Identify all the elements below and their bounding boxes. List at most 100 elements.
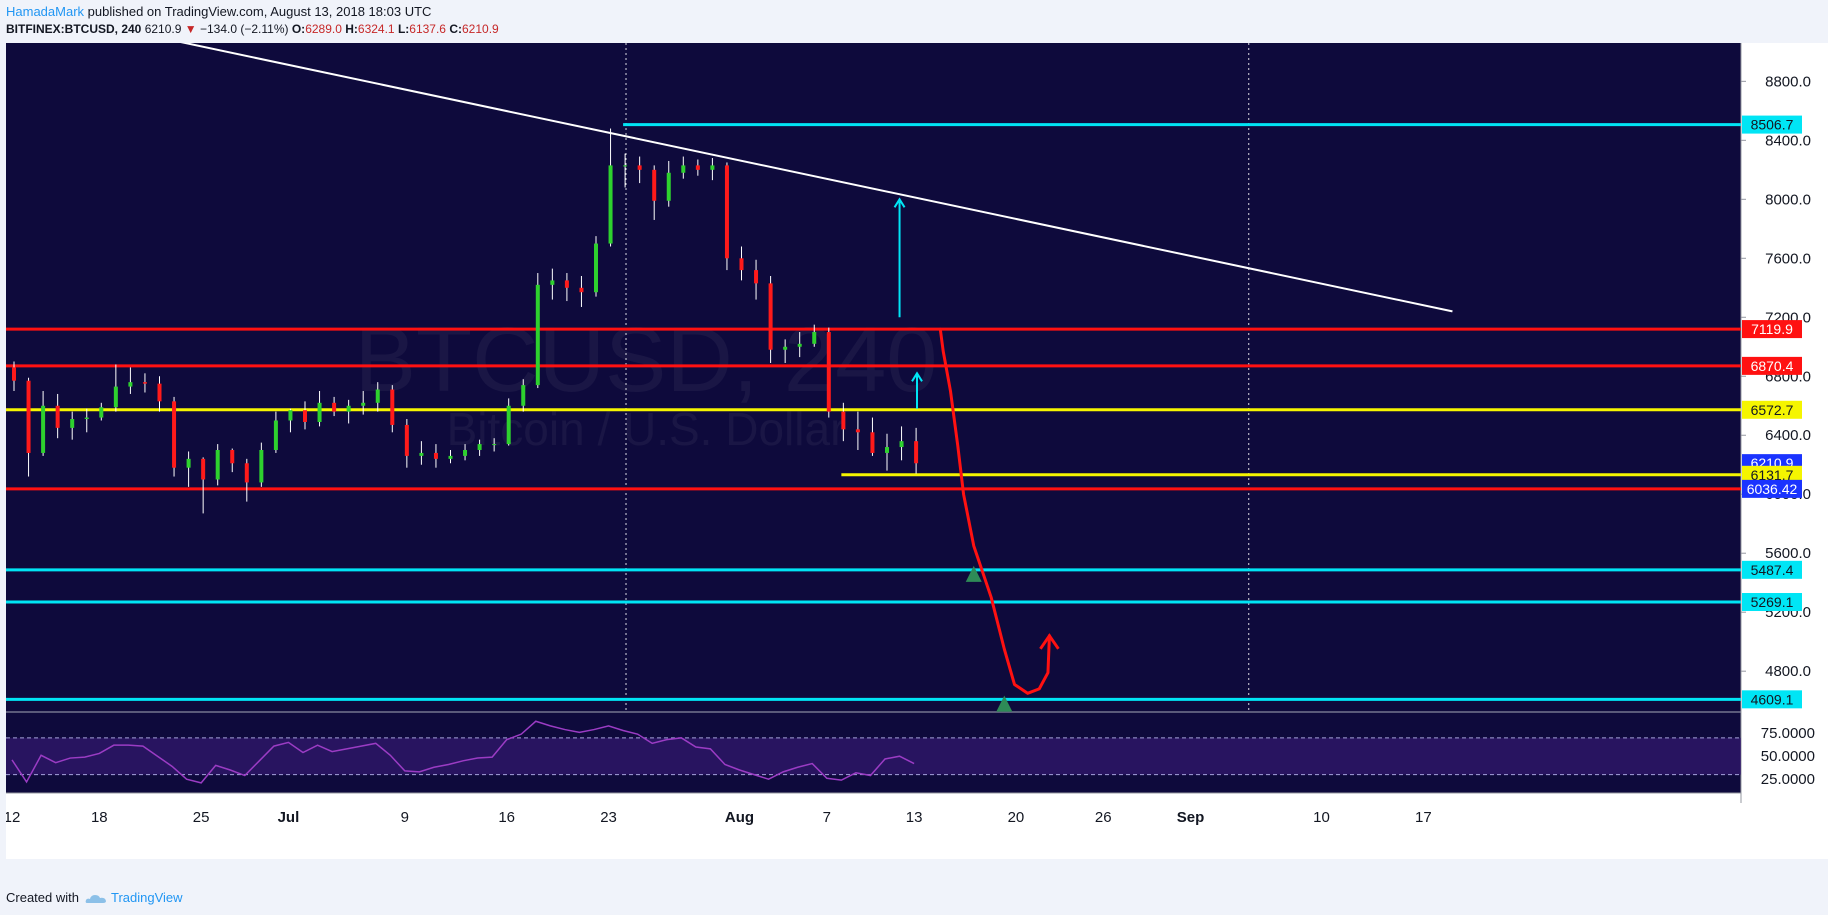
projection-arrowhead: [1039, 633, 1060, 650]
watermark-description: Bitcoin / U.S. Dollar: [447, 403, 846, 455]
rsi-pane: [6, 720, 1741, 784]
candle-body: [652, 169, 657, 201]
candle: [652, 165, 657, 220]
time-tick-label: Aug: [725, 809, 754, 826]
candle-body: [259, 449, 264, 483]
time-tick-label: Jul: [278, 809, 300, 826]
rsi-line: [11, 720, 915, 784]
level-label-6131.7: 6131.7: [1751, 467, 1794, 483]
candle: [433, 444, 438, 468]
candle-body: [521, 385, 526, 406]
candle-body: [710, 165, 715, 170]
candle-body: [41, 405, 46, 453]
level-label-7119.9: 7119.9: [1751, 321, 1793, 337]
symbol-line: BITFINEX:BTCUSD, 240 6210.9 ▼ −134.0 (−2…: [6, 22, 499, 36]
last-price: 6210.9: [144, 22, 182, 36]
candle: [535, 273, 540, 389]
level-label-6036.42: 6036.42: [1747, 481, 1798, 497]
price-change: −134.0 (−2.11%): [199, 22, 289, 36]
candle-body: [594, 243, 598, 293]
tradingview-link[interactable]: TradingView: [110, 890, 183, 905]
chart-header: HamadaMark published on TradingView.com,…: [0, 0, 1828, 44]
candle: [914, 427, 919, 474]
candle-body: [855, 429, 860, 433]
level-label-6572.7: 6572.7: [1751, 402, 1794, 418]
price-chart[interactable]: BTCUSD, 240 Bitcoin / U.S. Dollar 4800.0…: [6, 43, 1828, 859]
horizontal-levels: [6, 123, 1741, 701]
descending-trendline: [180, 43, 1453, 313]
rsi-tick-label: 75.0000: [1761, 725, 1815, 742]
candle-body: [128, 382, 133, 387]
candle-body: [84, 417, 89, 420]
candle-body: [448, 455, 453, 459]
time-tick-label: 9: [401, 809, 409, 826]
candle: [404, 419, 409, 468]
time-axis[interactable]: 12 18 25 Jul 9 16 23 Aug 7 13 20 26 Sep 10 17: [6, 809, 1432, 826]
low-value: 6137.6: [409, 22, 446, 36]
candle: [841, 402, 846, 442]
projected-path-line: [938, 327, 1051, 695]
candle-body: [404, 424, 409, 456]
candle: [710, 158, 715, 181]
down-arrow-icon: ▼: [184, 22, 197, 36]
candle-body: [215, 449, 220, 480]
candle: [288, 408, 293, 433]
candle: [84, 408, 89, 433]
candle: [55, 393, 60, 439]
candle: [303, 401, 307, 430]
level-label-6131.7-bg: [1742, 465, 1802, 484]
cyan-arrowhead: [893, 197, 906, 208]
price-tick-label: 8800.0: [1765, 73, 1811, 90]
time-tick-label: 13: [906, 809, 923, 826]
candle-body: [463, 449, 468, 456]
candle: [273, 411, 278, 453]
candle-body: [797, 343, 802, 347]
candle-body: [433, 452, 438, 459]
candle: [492, 438, 497, 452]
candle: [754, 259, 759, 300]
candle-body: [303, 410, 307, 422]
candle-body: [783, 346, 788, 350]
candle-body: [172, 401, 177, 468]
candle: [215, 444, 220, 486]
candle: [172, 396, 177, 477]
price-tick-label: 8000.0: [1765, 191, 1811, 208]
level-labels: 6210.98506.77119.96870.46572.76131.76036…: [1742, 115, 1802, 709]
candle: [695, 159, 700, 176]
candle-body: [826, 332, 831, 412]
candle: [885, 433, 889, 471]
candle-body: [506, 405, 511, 445]
candle: [608, 128, 613, 247]
candle-body: [724, 165, 729, 259]
candle: [812, 324, 817, 347]
time-tick-label: 7: [823, 809, 831, 826]
time-tick-label: 12: [6, 809, 20, 826]
candle-body: [230, 449, 235, 464]
level-label-6870.4: 6870.4: [1751, 358, 1794, 374]
level-label-4609.1-bg: [1742, 690, 1802, 709]
candle: [797, 332, 802, 358]
candle: [477, 439, 482, 456]
candle: [26, 377, 31, 477]
close-value: 6210.9: [462, 22, 499, 36]
high-value: 6324.1: [357, 22, 395, 36]
candle-body: [914, 441, 919, 464]
high-label: H:: [345, 22, 358, 36]
time-tick-label: 23: [600, 809, 617, 826]
publish-line: HamadaMark published on TradingView.com,…: [6, 4, 431, 19]
low-label: L:: [397, 22, 410, 36]
candle-body: [244, 463, 249, 483]
vertical-markers: [625, 43, 1250, 711]
candle: [550, 268, 555, 300]
price-tick-label: 4800.0: [1765, 663, 1811, 680]
author-link[interactable]: HamadaMark: [6, 4, 85, 19]
candle: [870, 417, 875, 456]
candle: [579, 275, 584, 307]
time-tick-label: 26: [1095, 809, 1112, 826]
level-label-8506.7: 8506.7: [1751, 117, 1794, 133]
candle-body: [623, 165, 628, 167]
candle-body: [26, 380, 31, 453]
level-label-5487.4-bg: [1742, 560, 1802, 579]
candle-body: [608, 165, 613, 244]
price-tick-label: 8400.0: [1765, 132, 1811, 149]
